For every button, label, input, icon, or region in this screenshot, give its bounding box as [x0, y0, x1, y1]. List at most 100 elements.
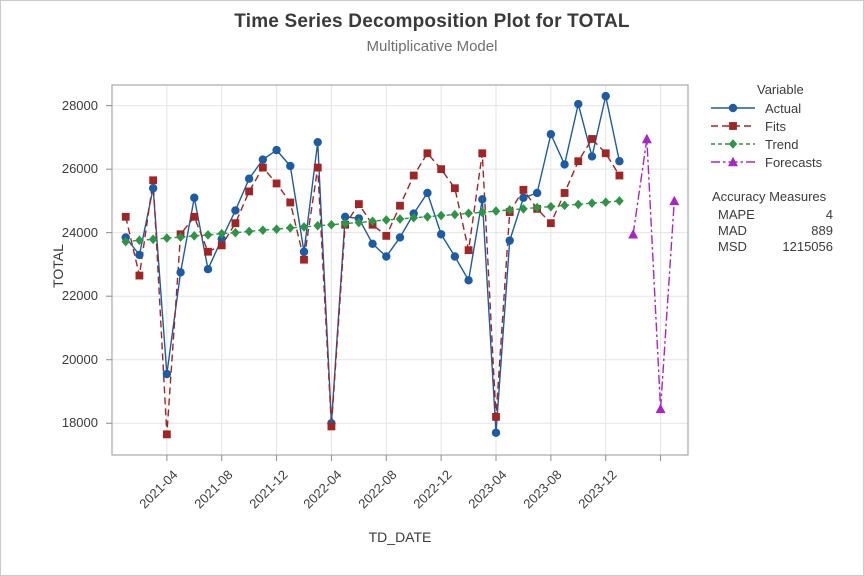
diamond-marker	[258, 225, 268, 235]
circle-marker	[148, 184, 158, 193]
circle-marker	[464, 276, 473, 285]
accuracy-value: 1215056	[782, 239, 833, 254]
accuracy-value: 4	[825, 207, 833, 222]
diamond-marker	[546, 201, 556, 212]
diamond-marker	[450, 209, 460, 220]
series-line-forecasts	[632, 138, 675, 409]
square-marker	[258, 163, 267, 172]
series-line-actual	[125, 95, 621, 433]
circle-marker	[491, 428, 501, 437]
diamond-marker	[519, 204, 528, 214]
square-marker	[478, 149, 487, 158]
x-axis-title: TD_DATE	[368, 529, 432, 545]
accuracy-label: MSD	[718, 239, 747, 254]
chart-subtitle: Multiplicative Model	[366, 38, 498, 55]
diamond-marker	[244, 226, 254, 237]
accuracy-rows: MAPE 4 MAD 889 MSD 1215056	[712, 207, 833, 255]
diamond-marker	[423, 212, 432, 222]
legend-item-fits: Fits	[710, 117, 850, 135]
accuracy-row-msd: MSD 1215056	[712, 239, 833, 255]
diamond-marker	[587, 198, 597, 208]
diamond-marker	[532, 202, 542, 213]
diamond-marker	[381, 215, 391, 225]
circle-marker	[728, 103, 738, 113]
square-marker	[162, 430, 171, 439]
diamond-marker	[340, 218, 350, 229]
circle-marker	[382, 252, 391, 261]
circle-marker	[190, 193, 199, 202]
y-tick-label: 28000	[61, 97, 98, 113]
square-marker	[492, 412, 500, 421]
circle-marker	[601, 91, 610, 101]
circle-marker	[450, 252, 460, 261]
square-marker	[464, 246, 473, 255]
circle-marker	[532, 188, 542, 198]
legend-header: Variable	[757, 82, 804, 97]
plot-area	[106, 84, 689, 461]
square-marker	[272, 179, 281, 188]
square-marker	[354, 200, 363, 208]
circle-marker	[340, 212, 350, 222]
accuracy-label: MAPE	[718, 207, 755, 222]
triangle-marker	[728, 156, 738, 167]
diamond-marker	[560, 200, 569, 211]
diamond-marker	[189, 231, 199, 241]
legend-sample-trend	[711, 139, 755, 149]
diamond-marker	[231, 227, 240, 238]
circle-marker	[258, 155, 268, 164]
series-line-fits	[125, 137, 621, 435]
circle-marker	[203, 265, 213, 274]
diamond-marker	[327, 219, 336, 230]
diamond-marker	[477, 207, 487, 218]
y-axis-title: TOTAL	[50, 244, 66, 288]
diamond-marker	[505, 205, 515, 215]
accuracy-measures: Accuracy Measures MAPE 4 MAD 889 MSD 1215056	[712, 189, 833, 255]
square-marker	[615, 171, 624, 180]
legend-label: Actual	[765, 100, 802, 116]
accuracy-label: MAD	[718, 223, 747, 238]
square-marker	[327, 422, 336, 431]
accuracy-row-mad: MAD 889	[712, 223, 833, 239]
y-tick-label: 22000	[61, 288, 98, 304]
square-marker	[519, 185, 528, 194]
y-tick-label: 26000	[61, 161, 98, 177]
square-marker	[588, 135, 596, 143]
y-tick-label: 20000	[61, 351, 98, 367]
circle-marker	[217, 234, 226, 244]
triangle-marker	[641, 133, 652, 144]
y-tick-label: 24000	[61, 224, 98, 240]
legend: Variable Actual Fits Trend Forecasts	[710, 82, 850, 171]
diamond-marker	[217, 228, 227, 239]
square-marker	[546, 219, 555, 228]
circle-marker	[299, 247, 309, 256]
legend-sample-fits	[711, 122, 755, 130]
diamond-marker	[368, 216, 377, 227]
square-marker	[601, 149, 610, 158]
diamond-marker	[728, 139, 738, 149]
circle-marker	[505, 236, 514, 245]
circle-marker	[546, 130, 556, 139]
legend-items: Actual Fits Trend Forecasts	[710, 99, 850, 171]
circle-marker	[231, 206, 240, 215]
diamond-marker	[601, 197, 611, 207]
square-marker	[437, 165, 446, 174]
square-marker	[300, 255, 308, 264]
circle-marker	[395, 233, 405, 242]
diamond-marker	[491, 206, 501, 216]
accuracy-value: 889	[811, 223, 833, 238]
circle-marker	[286, 161, 295, 171]
circle-marker	[176, 268, 185, 277]
circle-marker	[272, 145, 281, 155]
diamond-marker	[436, 210, 446, 221]
circle-marker	[162, 369, 172, 379]
circle-marker	[436, 230, 446, 239]
diamond-marker	[313, 220, 323, 231]
legend-item-forecasts: Forecasts	[710, 153, 850, 171]
circle-marker	[560, 160, 569, 169]
chart-title: Time Series Decomposition Plot for TOTAL	[234, 11, 630, 32]
circle-marker	[135, 250, 144, 260]
square-marker	[121, 212, 130, 221]
legend-sample-actual	[711, 103, 755, 113]
square-marker	[313, 163, 322, 172]
